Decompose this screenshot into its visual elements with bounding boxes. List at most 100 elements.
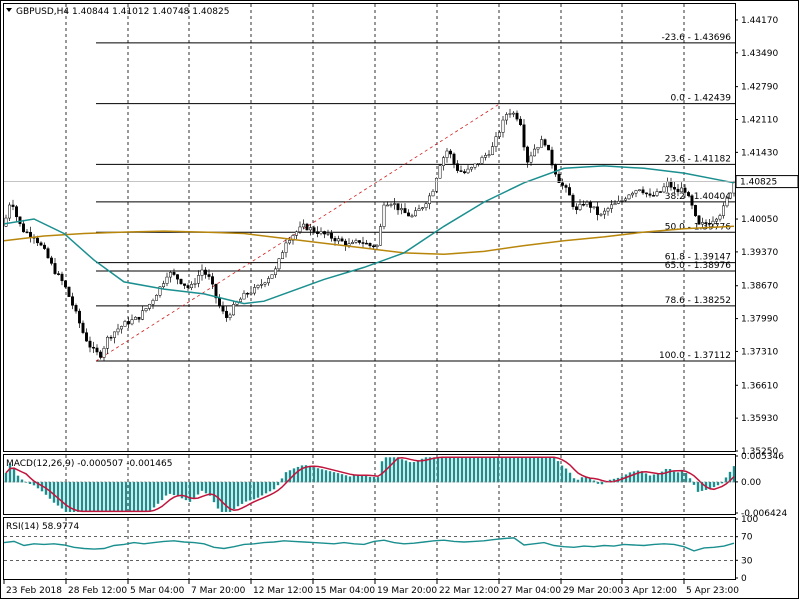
candle-down [403, 208, 407, 214]
macd-bar [496, 457, 500, 483]
candle [438, 163, 442, 179]
x-tick-label-6: 19 Mar 20:00 [377, 586, 437, 596]
candle [624, 196, 627, 202]
macd-bar [272, 481, 276, 490]
candle-down [561, 182, 564, 186]
macd-bar [708, 481, 712, 489]
candle [127, 317, 130, 328]
current-price-label: 1.40825 [740, 178, 777, 188]
candle-down [176, 274, 179, 280]
candle [368, 242, 372, 249]
macd-bar [492, 457, 496, 483]
candle-up [501, 119, 505, 133]
candle-up [466, 168, 470, 174]
rsi-indicator: 100 70 30 0 [3, 515, 758, 584]
candle [421, 207, 424, 211]
fib-label-6: 65.0 - 1.38976 [665, 261, 731, 271]
candle-up [487, 154, 491, 156]
candle [179, 278, 183, 285]
candle [151, 298, 155, 309]
x-tick-label-2: 5 Mar 04:00 [130, 586, 185, 596]
candle-down [575, 206, 578, 210]
candle-down [407, 212, 410, 217]
candle-down [60, 273, 64, 282]
candle-up [274, 268, 277, 275]
candle-down [690, 195, 694, 206]
candle-up [4, 217, 8, 227]
candle-up [480, 157, 484, 164]
candle [648, 188, 652, 198]
candle-down [50, 257, 53, 264]
collapse-arrow-icon[interactable] [6, 8, 12, 12]
candle [99, 350, 102, 360]
candle-up [428, 195, 431, 204]
macd-bar [52, 481, 56, 503]
rsi-line [3, 537, 735, 552]
candle [200, 264, 204, 281]
candle [302, 219, 305, 230]
candle-down [452, 153, 456, 164]
y-tick-label-10: 1.36610 [741, 381, 778, 391]
candle-down [67, 286, 71, 297]
macd-bar [36, 481, 40, 489]
macd-bar [644, 473, 648, 483]
macd-bar [712, 481, 716, 488]
candle [718, 213, 722, 222]
macd-bar [32, 481, 36, 486]
candle [725, 196, 729, 208]
candle-up [253, 287, 256, 294]
candle [326, 229, 330, 236]
candle [204, 267, 207, 279]
macd-bar [20, 479, 24, 483]
macd-bar [600, 481, 604, 485]
fib-label-7: 78.6 - 1.38252 [665, 296, 731, 306]
candle-up [337, 238, 340, 242]
candle [305, 222, 309, 231]
candle [281, 250, 284, 260]
candle [613, 200, 617, 206]
candle-down [372, 245, 375, 248]
candle-up [715, 218, 718, 222]
rsi-pane [3, 517, 736, 580]
candle [704, 219, 708, 228]
candle [242, 290, 246, 300]
candle [214, 283, 218, 304]
macd-bar [584, 476, 588, 483]
macd-bar [544, 457, 548, 483]
candle-down [43, 244, 46, 249]
candle [134, 316, 137, 320]
candle-up [701, 222, 704, 225]
macd-bar [380, 461, 384, 483]
macd-bar [576, 479, 580, 483]
candle [568, 183, 571, 196]
candle-down [694, 205, 697, 217]
candle [445, 148, 449, 163]
candle [169, 270, 172, 283]
candle [529, 151, 533, 166]
candle-down [669, 181, 673, 188]
macd-bar [440, 457, 444, 483]
candle-up [319, 231, 323, 234]
x-tick-label-8: 27 Mar 04:00 [501, 586, 561, 596]
macd-bar [568, 472, 572, 483]
candle [473, 163, 477, 170]
macd-bar [700, 481, 704, 491]
candle [295, 230, 298, 239]
macd-bar [96, 481, 100, 512]
candle-up [400, 208, 403, 211]
candle [673, 182, 676, 194]
candle-down [456, 163, 459, 171]
candle-up [445, 150, 449, 158]
macd-bar [320, 469, 324, 483]
candle-up [347, 243, 351, 246]
candle-up [393, 203, 396, 205]
candle [540, 135, 543, 148]
candle-up [529, 155, 533, 163]
candle [64, 279, 67, 289]
macd-bar [60, 481, 64, 509]
candle-down [57, 273, 60, 275]
macd-bar [520, 457, 524, 483]
macd-bar [564, 468, 568, 483]
macd-bar [180, 481, 184, 499]
